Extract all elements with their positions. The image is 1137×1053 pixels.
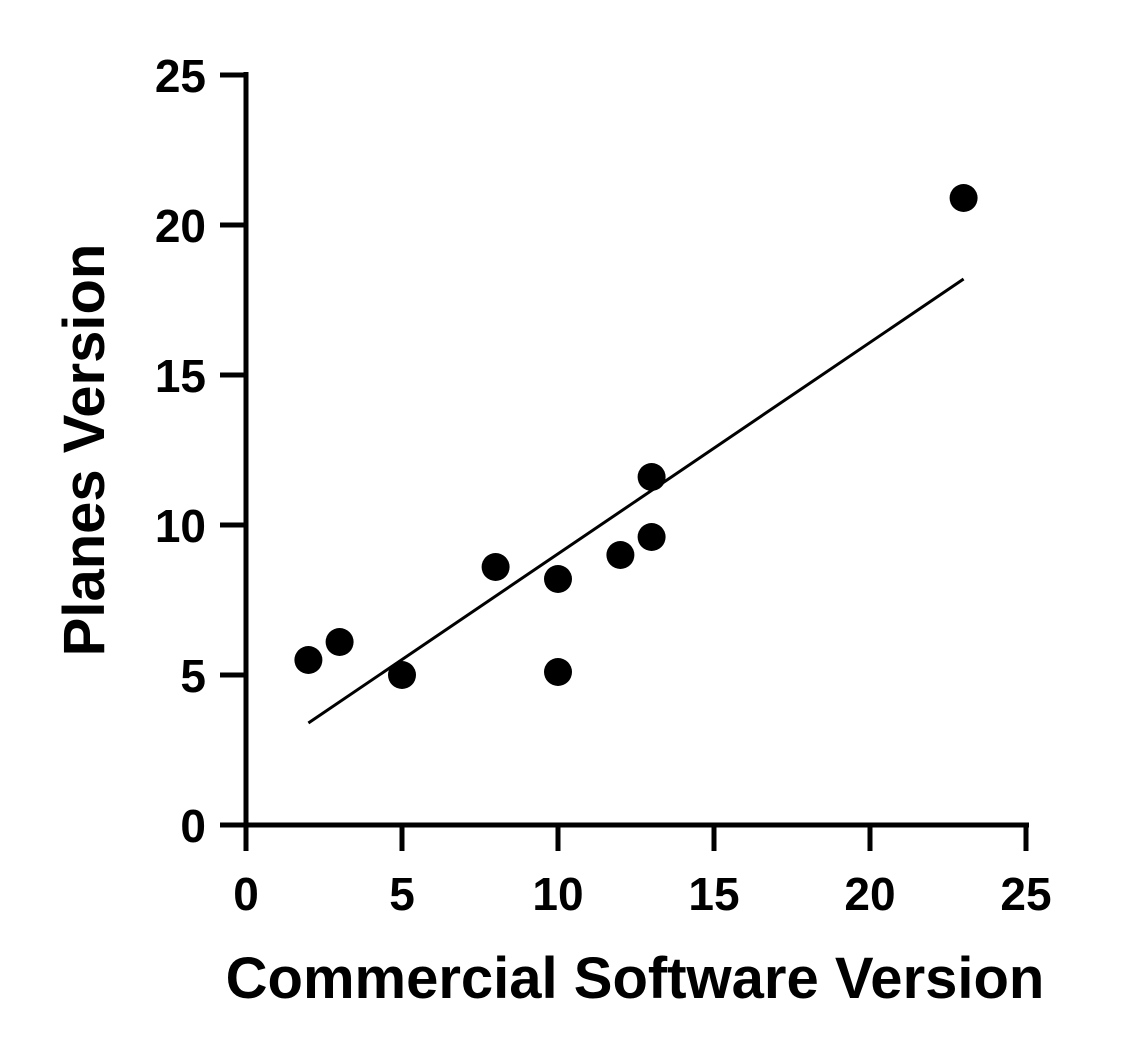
data-point: [544, 565, 572, 593]
data-point: [637, 463, 666, 491]
fit-line-layer: [307, 277, 965, 725]
x-tick-label: 0: [233, 868, 259, 920]
y-tick-label: 5: [180, 650, 206, 702]
x-tick-label: 20: [844, 868, 895, 920]
data-point: [294, 646, 323, 674]
data-point: [481, 553, 510, 581]
x-tick-label: 5: [389, 868, 415, 920]
data-point: [325, 628, 354, 656]
regression-line: [307, 277, 965, 725]
y-axis-title: Planes Version: [52, 244, 117, 657]
points-layer: [294, 184, 978, 689]
ticks-layer: 0 5 10 15 20 25 0 5 10 15 20 25: [155, 50, 1052, 920]
data-point: [388, 661, 416, 689]
y-tick-label: 15: [155, 350, 206, 402]
x-axis-title: Commercial Software Version: [226, 946, 1045, 1011]
y-tick-label: 10: [155, 500, 206, 552]
data-point: [544, 658, 572, 686]
y-tick-label: 25: [155, 50, 206, 102]
data-point: [606, 541, 635, 569]
data-point: [949, 184, 978, 212]
y-tick-label: 0: [180, 800, 206, 852]
x-tick-label: 10: [532, 868, 583, 920]
x-tick-label: 25: [1000, 868, 1051, 920]
x-tick-label: 15: [688, 868, 739, 920]
data-point: [637, 523, 666, 551]
y-tick-label: 20: [155, 200, 206, 252]
